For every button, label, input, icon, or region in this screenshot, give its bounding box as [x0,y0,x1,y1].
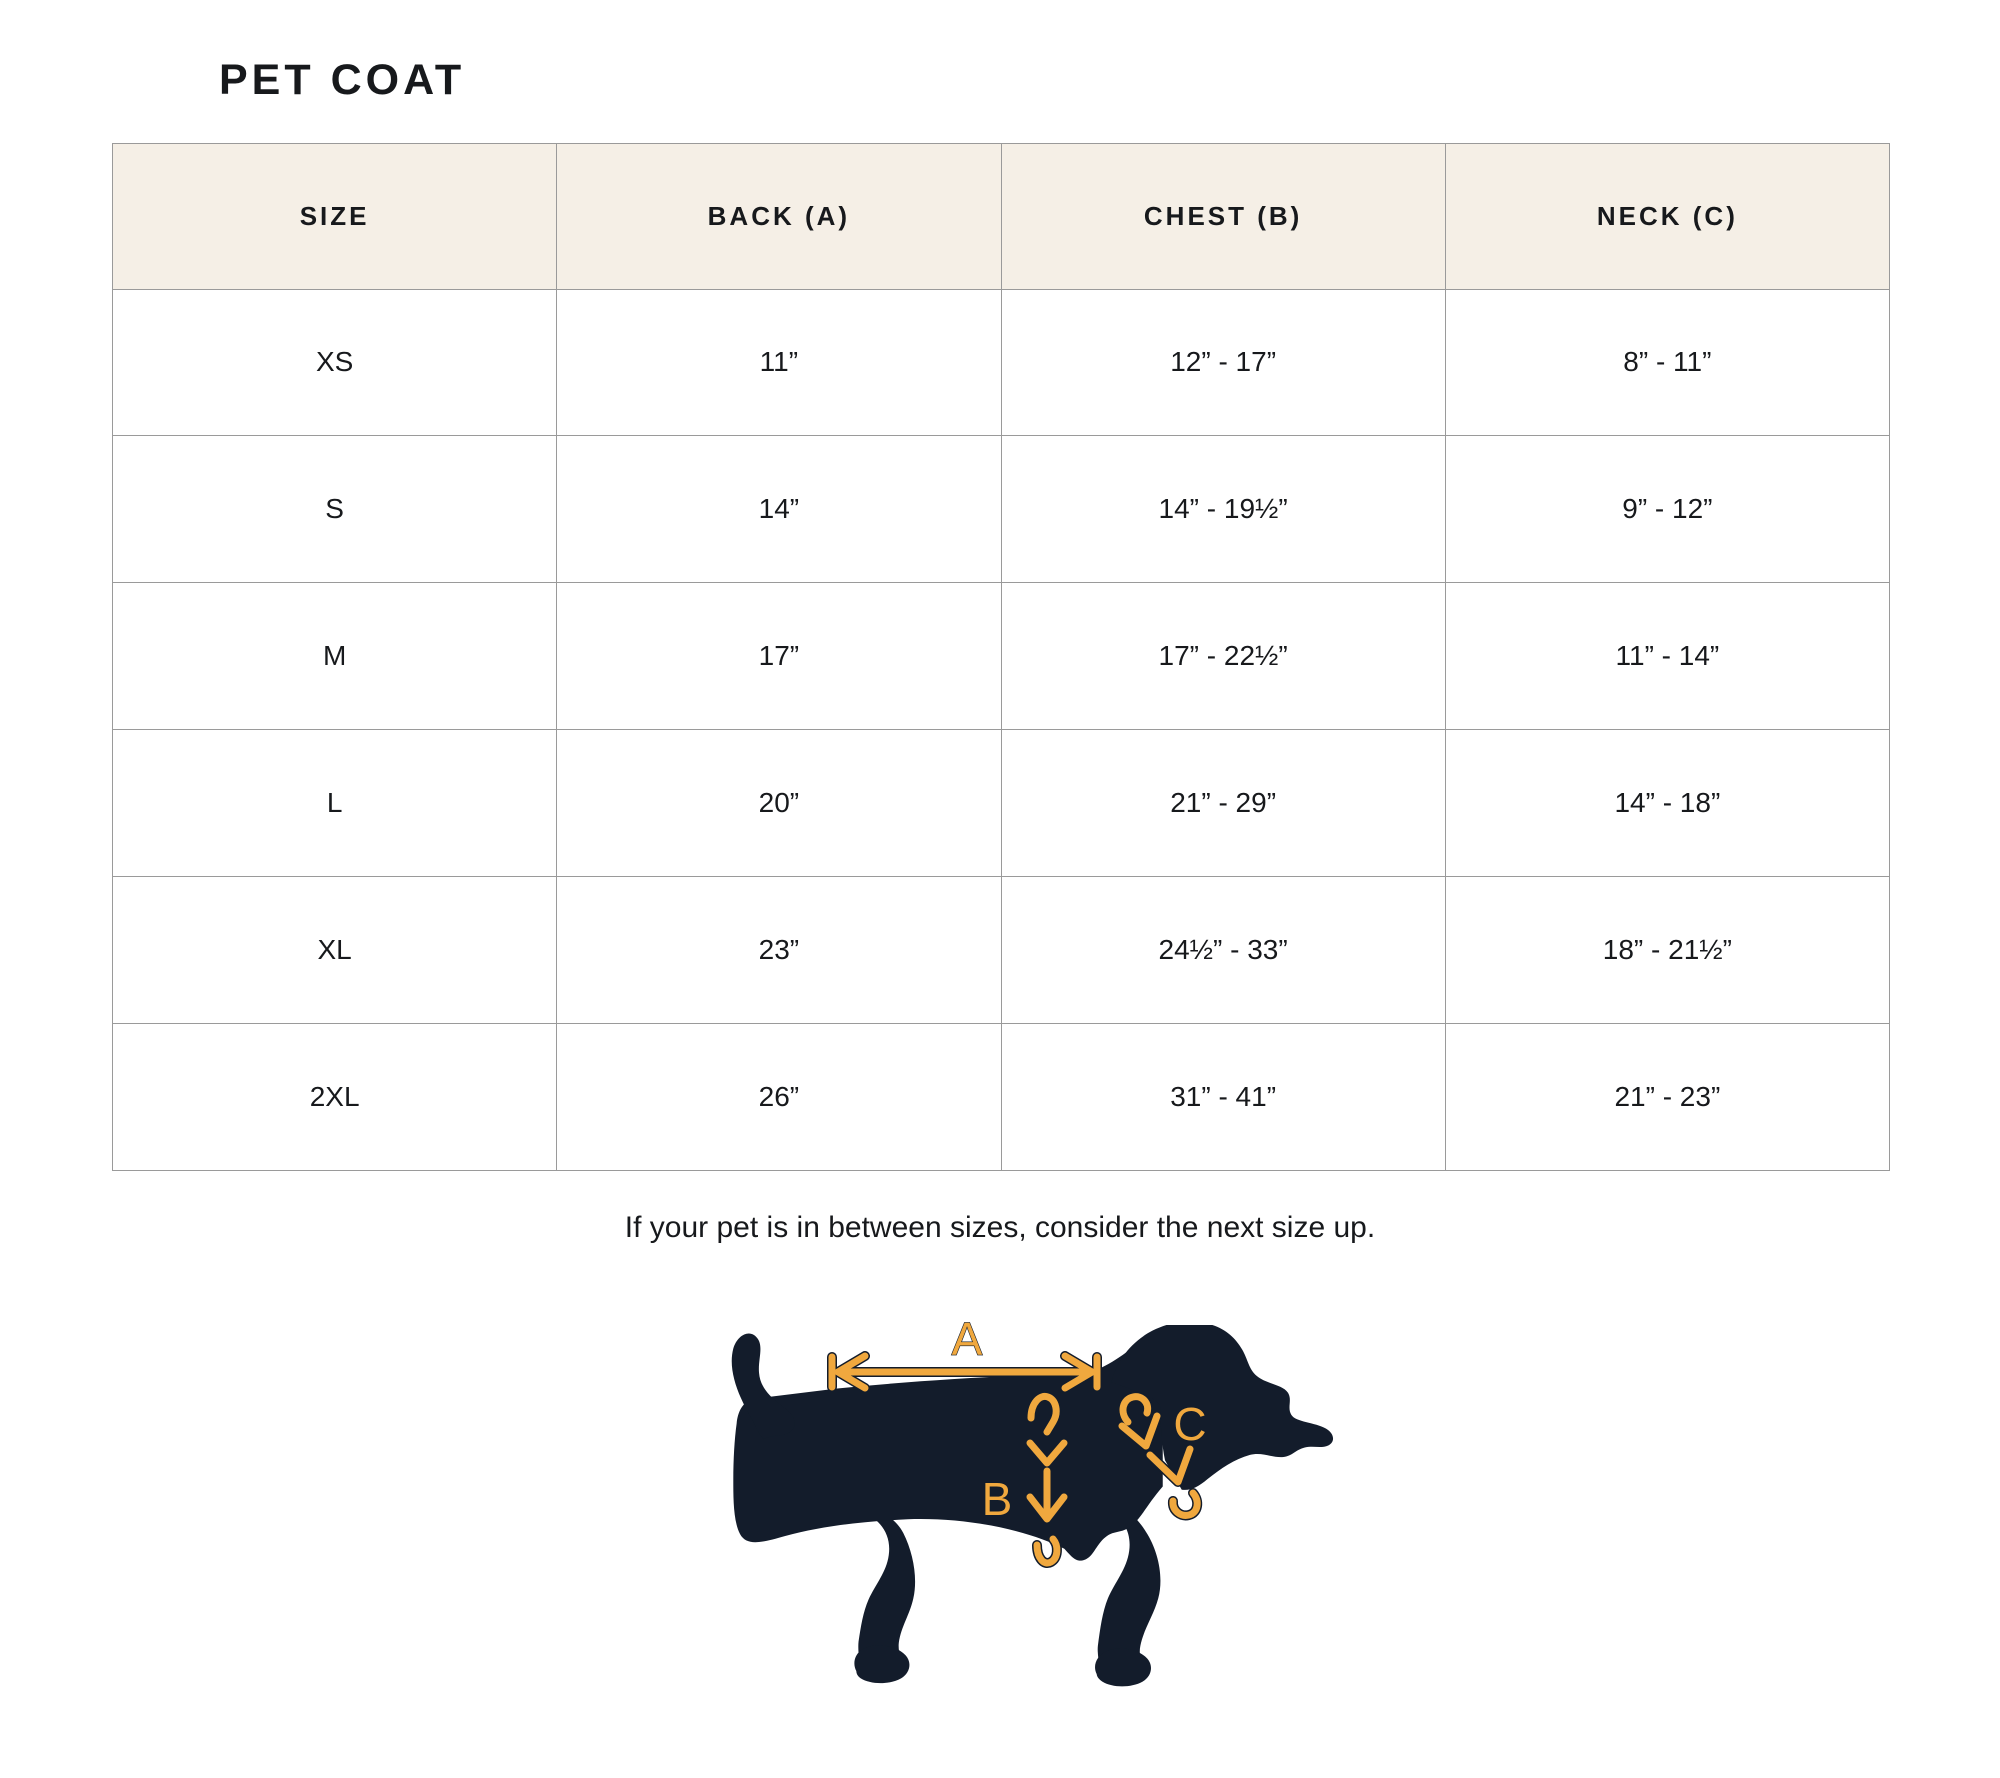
svg-text:C: C [1173,1398,1206,1450]
svg-text:B: B [982,1473,1013,1525]
svg-text:A: A [952,1313,983,1365]
